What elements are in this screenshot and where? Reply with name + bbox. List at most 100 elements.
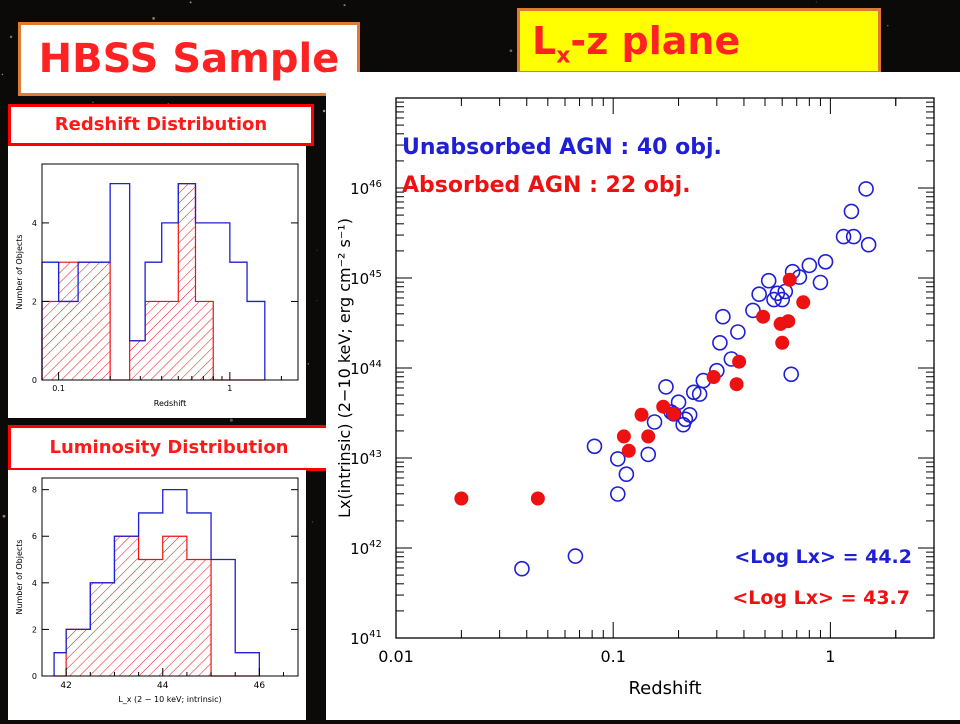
plane-title-rest: -z plane [570, 19, 741, 63]
x-axis-label: L_x (2 − 10 keV; intrinsic) [118, 695, 221, 704]
absorbed-bar [114, 536, 139, 676]
background-star [316, 249, 318, 251]
background-star [316, 300, 318, 302]
lx-z-scatter-plot: 0.01 0.1 1 1041 1042 1043 1044 1045 1046 Redshift… [335, 97, 935, 699]
y-axis-label: Number of Objects [15, 234, 24, 309]
background-star [886, 24, 889, 27]
absorbed-bar [145, 301, 162, 380]
absorbed-point [616, 429, 631, 444]
unabsorbed-point [783, 366, 799, 383]
absorbed-point [634, 407, 649, 422]
background-star [509, 49, 513, 53]
absorbed-point [666, 406, 681, 421]
x-tick-label: 44 [157, 681, 169, 691]
unabsorbed-point [843, 203, 860, 220]
unabsorbed-point [609, 451, 626, 467]
background-star [152, 17, 155, 20]
y-tick-label: 1046 [350, 179, 382, 198]
unabsorbed-point [712, 334, 728, 351]
absorbed-series [454, 272, 811, 506]
absorbed-bar [162, 536, 187, 676]
unabsorbed-point [685, 384, 702, 401]
y-tick-label: 1043 [350, 449, 382, 468]
y-tick-label: 1042 [350, 539, 382, 558]
unabsorbed-point [640, 446, 657, 463]
unabsorbed-point [760, 272, 777, 289]
y-tick-label: 1044 [350, 359, 382, 378]
absorbed-bar [58, 262, 79, 380]
y-tick-label: 4 [32, 579, 37, 588]
unabsorbed-point [845, 228, 862, 245]
absorbed-point [641, 429, 656, 444]
unabsorbed-point [609, 486, 626, 502]
absorbed-point [621, 443, 636, 458]
unabsorbed-point [715, 308, 731, 325]
background-star [343, 4, 346, 7]
y-axis-label: Number of Objects [15, 539, 24, 614]
unabsorbed-series [514, 181, 877, 577]
unabsorbed-point [812, 274, 829, 291]
absorbed-bar [129, 340, 146, 380]
luminosity-histogram-panel: 0 2 4 6 8 Number of Objects L_x (2 − 10 keV; i… [8, 470, 306, 720]
y-tick-label: 1041 [350, 629, 382, 648]
plane-title: Lx-z plane [517, 8, 881, 74]
absorbed-point [782, 272, 797, 287]
absorbed-count-annotation: Absorbed AGN : 22 obj. [402, 173, 691, 198]
y-tick-label: 4 [32, 219, 37, 228]
plane-title-sub: x [556, 43, 571, 69]
background-star [1, 73, 4, 76]
absorbed-point [756, 309, 771, 324]
unabsorbed-point [860, 236, 877, 253]
background-star [307, 363, 310, 365]
y-tick-label: 2 [32, 625, 37, 634]
background-star [229, 418, 233, 422]
sample-title: HBSS Sample [18, 22, 360, 96]
histogram-frame [41, 477, 299, 677]
y-tick-label: 6 [32, 532, 37, 541]
absorbed-bar [42, 301, 59, 380]
background-star [311, 521, 313, 523]
y-axis-label: Lx(intrinsic) (2−10 keV; erg cm⁻² s⁻¹) [335, 218, 354, 518]
absorbed-point [454, 491, 469, 506]
absorbed-bar [178, 183, 196, 380]
unabsorbed-outline [41, 182, 266, 380]
absorbed-point [796, 295, 811, 310]
unabsorbed-point [730, 324, 746, 340]
y-tick-label: 0 [32, 672, 37, 681]
x-tick-label: 1 [825, 647, 835, 666]
x-tick-label: 0.01 [378, 647, 414, 666]
unabsorbed-point [774, 291, 790, 308]
absorbed-point [706, 370, 721, 384]
redshift-histogram: 0 2 4 Number of Objects Redshift 0.1 1 [15, 163, 299, 408]
histogram-frame [41, 163, 299, 381]
absorbed-bar [66, 629, 91, 676]
unabsorbed-point [618, 466, 635, 483]
x-tick-label: 0.1 [52, 384, 65, 393]
unabsorbed-outline [53, 488, 261, 676]
absorbed-bar [90, 582, 115, 676]
unabsorbed-point [835, 228, 852, 245]
unabsorbed-point [681, 406, 698, 423]
unabsorbed-point [646, 414, 663, 430]
unabsorbed-mean-annotation: <Log Lx> = 44.2 [734, 546, 912, 568]
unabsorbed-point [658, 379, 674, 395]
absorbed-point [656, 399, 671, 414]
unabsorbed-count-annotation: Unabsorbed AGN : 40 obj. [402, 135, 722, 160]
unabsorbed-point [745, 302, 761, 319]
unabsorbed-point [801, 257, 818, 274]
background-star [322, 109, 326, 113]
unabsorbed-point [586, 438, 603, 455]
x-tick-label: 42 [60, 681, 71, 691]
luminosity-distribution-label: Luminosity Distribution [8, 425, 330, 471]
background-star [2, 514, 6, 518]
x-axis-label: Redshift [154, 399, 186, 408]
y-tick-label: 2 [32, 297, 37, 306]
absorbed-bar [138, 559, 163, 676]
redshift-histogram-panel: 0 2 4 Number of Objects Redshift 0.1 1 [8, 146, 306, 418]
unabsorbed-point [567, 548, 584, 564]
unabsorbed-point [514, 560, 530, 577]
unabsorbed-point [677, 411, 694, 428]
background-star [9, 35, 13, 39]
absorbed-mean-annotation: <Log Lx> = 43.7 [732, 587, 910, 609]
